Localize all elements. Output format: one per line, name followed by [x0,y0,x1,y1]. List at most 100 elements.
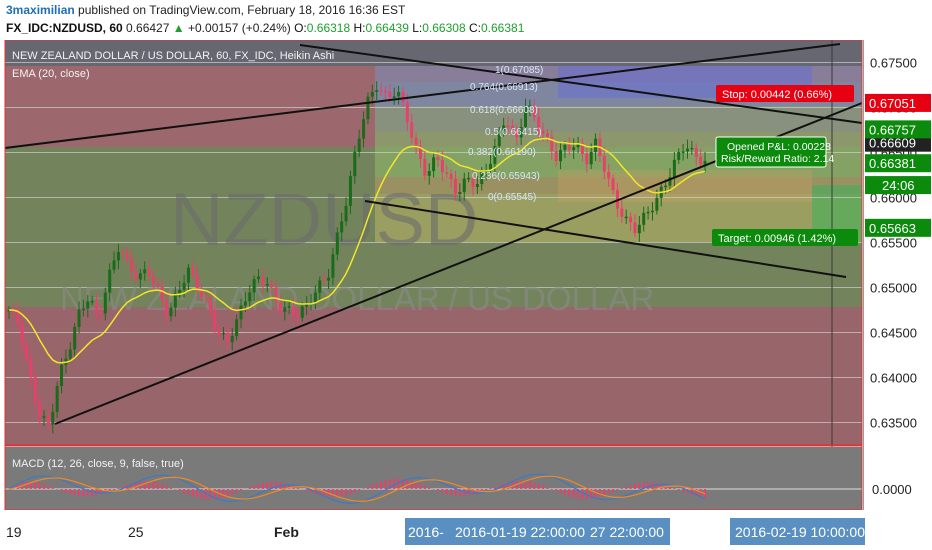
candle-body [274,287,278,303]
time-badge [730,518,865,545]
candle-body [453,178,457,195]
candle-body [375,90,379,92]
candle-body [195,274,199,290]
price-label-box [865,218,931,237]
price-label: 0.66757 [869,122,916,137]
candle-body [125,253,129,259]
price-tick: 0.65500 [870,236,917,251]
candle-body [567,145,571,151]
candle-body [432,157,436,172]
high-value: 0.66439 [365,21,409,35]
candle-body [16,311,20,324]
close-label: C: [468,21,481,35]
pnl-label: Opened P&L: 0.00228 [727,141,831,153]
candle-body [572,147,576,151]
candle-body [60,364,64,387]
author-link[interactable]: 3maximilian [6,3,75,17]
pane-title: NEW ZEALAND DOLLAR / US DOLLAR, 60, FX_I… [12,50,334,62]
candle-body [186,267,190,283]
price-tick: 0.64000 [870,371,917,386]
candle-body [414,137,418,147]
price-chart[interactable]: NZDUSD NEW ZEALAND DOLLAR / US DOLLAR 1(… [0,40,932,550]
candle-body [25,343,29,359]
low-value: 0.66308 [422,21,466,35]
candle-body [134,271,138,280]
candle-body [55,386,59,412]
macd-line [8,473,706,504]
candle-body [440,160,444,173]
candle-body [405,102,409,123]
high-label: H: [353,21,366,35]
upper-channel-line[interactable] [4,43,841,149]
candle-body [620,208,624,217]
candle-body [81,308,85,311]
candle-body [90,300,94,303]
candle-body [300,306,304,318]
candle-body [239,305,243,320]
candle-body [388,91,392,97]
candle-body [265,284,269,286]
symbol-label: FX_IDC:NZDUSD, 60 [6,21,123,35]
low-label: L: [412,21,423,35]
candle-body [445,172,449,174]
candle-body [130,258,134,272]
candle-body [401,92,405,103]
candle-body [257,276,261,280]
price-tick: 0.63500 [870,416,917,431]
candle-body [493,146,497,164]
price-tick: 0.66000 [870,191,917,206]
change-value: +0.00157 (+0.24%) [188,21,291,35]
price-axis[interactable] [864,40,932,510]
time-tick: 27 22:00:00 [590,524,664,540]
candle-body [699,156,703,165]
candle-body [458,191,462,195]
symbol-line: FX_IDC:NZDUSD, 60 0.66427 ▲ +0.00157 (+0… [6,21,524,35]
candle-body [397,92,401,97]
candle-body [191,267,195,275]
candle-body [576,143,580,148]
price-label-box [865,154,931,173]
chart-header: 3maximilian published on TradingView.com… [0,0,932,40]
candle-body [594,138,598,153]
candle-body [86,301,90,309]
candle-body [580,143,584,154]
falling-resistance-line[interactable] [299,44,863,124]
position-entry-box[interactable] [558,170,812,202]
candle-body [467,177,471,180]
fib-band-0618 [375,106,862,132]
candle-body [694,147,698,157]
candle-body [554,151,558,162]
candle-body [410,122,414,138]
position-labels[interactable]: Stop: 0.00442 (0.66%) Opened P&L: 0.0022… [712,85,858,246]
candle-body [38,402,42,418]
falling-support-line[interactable] [364,200,847,278]
candle-body [248,292,252,302]
candle-body [348,176,352,206]
candle-body [204,296,208,299]
candle-body [217,329,221,335]
time-tick: 2016-01-19 22:00:00 [455,524,585,540]
candle-body [344,205,348,222]
target-label-box [712,229,858,246]
candle-body [427,171,431,176]
candle-body [642,212,646,225]
candle-body [200,289,204,297]
price-label: 0.65663 [869,221,916,236]
macd-pane-background [5,447,862,510]
candle-body [462,178,466,192]
candle-body [489,163,493,171]
candle-body [629,216,633,223]
candle-body [116,252,120,261]
macd-axis-tick: 0.0000 [872,482,912,497]
price-tick: 0.65000 [870,281,917,296]
candle-body [103,292,107,314]
candle-body [545,133,549,137]
candle-body [221,332,225,335]
price-label: 24:06 [882,178,915,193]
candle-body [73,326,77,350]
fib-label: 0.5(0.66415) [485,127,542,138]
candle-body [287,306,291,308]
candle-body [327,277,331,281]
candle-body [121,252,125,254]
